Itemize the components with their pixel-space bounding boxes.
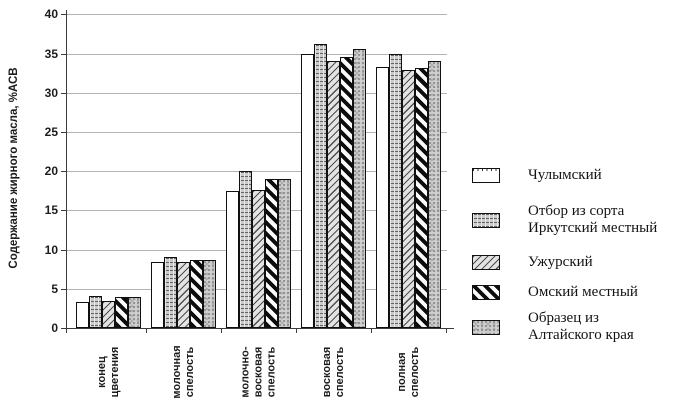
bar-fine-dash-gray-hatch xyxy=(314,44,327,328)
gridline xyxy=(67,14,447,16)
bar-plain-white xyxy=(151,262,164,328)
bar-speckled-gray xyxy=(203,259,216,328)
x-category-label: молочная спелость xyxy=(170,345,196,399)
bar-plain-white xyxy=(226,190,239,328)
x-tick xyxy=(146,329,147,333)
x-tick xyxy=(446,329,447,333)
y-tick xyxy=(61,53,66,55)
x-category-label: восковая спелость xyxy=(320,346,346,398)
y-tick-label: 25 xyxy=(44,125,58,139)
y-tick xyxy=(61,171,66,173)
legend-swatch-plain-white xyxy=(472,167,500,183)
legend-label: Отбор из сорта Иркутский местный xyxy=(528,203,658,236)
y-tick xyxy=(61,288,66,290)
legend-label: Чулымский xyxy=(528,166,602,183)
y-tick-label: 0 xyxy=(51,321,58,335)
y-tick-label: 5 xyxy=(51,281,58,296)
x-category-label: конец цветения xyxy=(95,346,121,398)
y-axis-line xyxy=(66,10,67,329)
bar-black-diagonal-stripes xyxy=(190,259,203,328)
y-tick xyxy=(61,210,66,212)
y-tick xyxy=(61,249,66,251)
bar-speckled-gray xyxy=(428,60,441,328)
bar-fine-dash-gray-hatch xyxy=(239,171,252,328)
legend-item: Отбор из сорта Иркутский местный xyxy=(472,202,657,238)
bar-speckled-gray xyxy=(353,48,366,328)
legend-swatch-light-diagonal-hatch xyxy=(472,254,500,270)
bar-speckled-gray xyxy=(278,179,291,328)
x-tick xyxy=(371,329,372,333)
bar-black-diagonal-stripes xyxy=(340,56,353,328)
bar-fine-dash-gray-hatch xyxy=(389,53,402,328)
legend-label: Ужурский xyxy=(528,253,593,270)
y-tick xyxy=(61,14,66,16)
x-category-label: полная спелость xyxy=(395,346,421,398)
y-tick-label: 40 xyxy=(44,7,58,22)
legend-swatch-speckled-gray xyxy=(472,319,500,335)
legend-item: Чулымский xyxy=(472,166,602,184)
y-tick xyxy=(61,328,66,329)
y-axis-title: Содержание жирного масла, %АСВ xyxy=(8,67,20,269)
y-tick xyxy=(61,132,66,133)
x-axis-line xyxy=(62,328,454,329)
bar-light-diagonal-hatch xyxy=(102,301,115,328)
legend-swatch-fine-dash-gray-hatch xyxy=(472,212,500,228)
gridline xyxy=(67,53,447,55)
bar-light-diagonal-hatch xyxy=(402,70,415,328)
y-tick-label: 35 xyxy=(44,46,58,61)
bar-plain-white xyxy=(376,66,389,328)
x-tick xyxy=(296,329,297,333)
x-tick xyxy=(221,329,222,333)
bar-plain-white xyxy=(301,53,314,328)
gridline xyxy=(67,171,447,173)
y-tick-label: 10 xyxy=(44,242,58,257)
x-category-label: молочно- восковая спелость xyxy=(239,346,277,398)
bar-black-diagonal-stripes xyxy=(115,296,128,328)
bar-speckled-gray xyxy=(128,296,141,328)
bar-black-diagonal-stripes xyxy=(265,179,278,328)
legend-item: Омский местный xyxy=(472,283,638,301)
legend-label: Омский местный xyxy=(528,283,638,300)
bar-black-diagonal-stripes xyxy=(415,67,428,328)
y-tick-label: 30 xyxy=(44,85,58,100)
bar-light-diagonal-hatch xyxy=(327,61,340,328)
bar-fine-dash-gray-hatch xyxy=(89,295,102,328)
bar-light-diagonal-hatch xyxy=(177,262,190,328)
gridline xyxy=(67,132,447,133)
gridline xyxy=(67,92,447,94)
legend-item: Ужурский xyxy=(472,253,593,271)
y-tick xyxy=(61,92,66,94)
x-tick xyxy=(66,329,67,333)
legend-item: Образец из Алтайского края xyxy=(472,309,634,345)
legend-label: Образец из Алтайского края xyxy=(528,310,634,343)
legend-swatch-black-diagonal-stripes xyxy=(472,284,500,300)
bar-light-diagonal-hatch xyxy=(252,190,265,328)
y-tick-label: 20 xyxy=(44,164,58,179)
bar-plain-white xyxy=(76,302,89,328)
bar-fine-dash-gray-hatch xyxy=(164,257,177,328)
y-tick-label: 15 xyxy=(44,203,58,218)
